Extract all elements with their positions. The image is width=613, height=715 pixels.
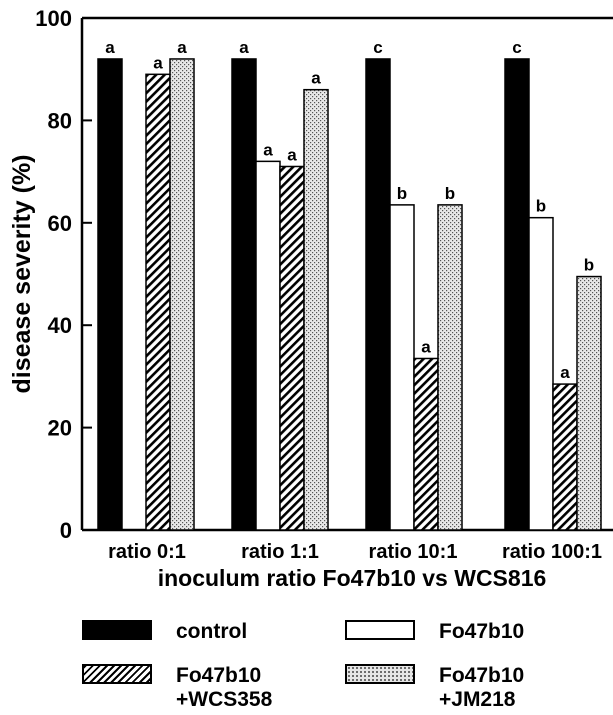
significance-letter: a bbox=[177, 38, 187, 57]
x-tick-label: ratio 10:1 bbox=[369, 541, 458, 563]
bar-fo47b10-jm218 bbox=[169, 58, 195, 531]
x-tick-label: ratio 100:1 bbox=[502, 541, 602, 563]
legend-label-wcs358: Fo47b10 +WCS358 bbox=[176, 664, 273, 711]
bar-fo47b10 bbox=[528, 216, 554, 531]
legend-item-control: control bbox=[82, 620, 247, 644]
bar-fo47b10 bbox=[389, 204, 415, 531]
y-tick-label: 100 bbox=[35, 6, 72, 31]
bar-fo47b10-wcs358 bbox=[413, 357, 439, 531]
significance-letter: a bbox=[105, 38, 115, 57]
significance-letter: c bbox=[512, 38, 521, 57]
x-tick-label: ratio 0:1 bbox=[108, 541, 186, 563]
legend-swatch-wcs358 bbox=[82, 664, 152, 684]
significance-letter: a bbox=[311, 69, 321, 88]
bar-fo47b10-wcs358 bbox=[552, 383, 578, 531]
legend-item-jm218: Fo47b10 +JM218 bbox=[345, 664, 524, 712]
bar-control bbox=[365, 58, 391, 531]
legend-item-wcs358: Fo47b10 +WCS358 bbox=[82, 664, 272, 712]
y-tick-label: 40 bbox=[48, 313, 72, 338]
legend-swatch-fo47b10 bbox=[345, 620, 415, 640]
bar-fo47b10-wcs358 bbox=[145, 73, 171, 531]
significance-letter: a bbox=[560, 363, 570, 382]
significance-letter: a bbox=[287, 145, 297, 164]
significance-letter: b bbox=[536, 197, 546, 216]
bar-fo47b10-jm218 bbox=[437, 204, 463, 531]
legend-label-fo47b10: Fo47b10 bbox=[439, 620, 525, 643]
bar-control bbox=[504, 58, 530, 531]
bar-control bbox=[97, 58, 123, 531]
bar-fo47b10-jm218 bbox=[576, 275, 602, 531]
legend-swatch-control bbox=[82, 620, 152, 640]
y-tick-label: 80 bbox=[48, 108, 72, 133]
legend-swatch-jm218 bbox=[345, 664, 415, 684]
bars bbox=[97, 58, 602, 531]
bar-fo47b10 bbox=[255, 160, 281, 531]
significance-letter: b bbox=[397, 184, 407, 203]
significance-letter: a bbox=[263, 140, 273, 159]
legend-item-fo47b10: Fo47b10 bbox=[345, 620, 524, 644]
y-axis-label: disease severity (%) bbox=[8, 154, 36, 393]
bar-fo47b10-wcs358 bbox=[279, 165, 305, 531]
x-axis-label: inoculum ratio Fo47b10 vs WCS816 bbox=[158, 565, 547, 591]
x-tick-label: ratio 1:1 bbox=[241, 541, 319, 563]
bar-fo47b10-jm218 bbox=[303, 88, 329, 531]
legend-label-control: control bbox=[176, 620, 248, 643]
y-tick-label: 60 bbox=[48, 211, 72, 236]
legend-label-jm218: Fo47b10 +JM218 bbox=[439, 664, 525, 711]
significance-letter: b bbox=[584, 256, 594, 275]
significance-letter: a bbox=[421, 337, 431, 356]
significance-letter: a bbox=[153, 53, 163, 72]
bar-control bbox=[231, 58, 257, 531]
significance-letter: c bbox=[373, 38, 382, 57]
y-tick-label: 0 bbox=[60, 518, 72, 543]
significance-letter: b bbox=[445, 184, 455, 203]
y-tick-label: 20 bbox=[48, 416, 72, 441]
significance-letter: a bbox=[239, 38, 249, 57]
